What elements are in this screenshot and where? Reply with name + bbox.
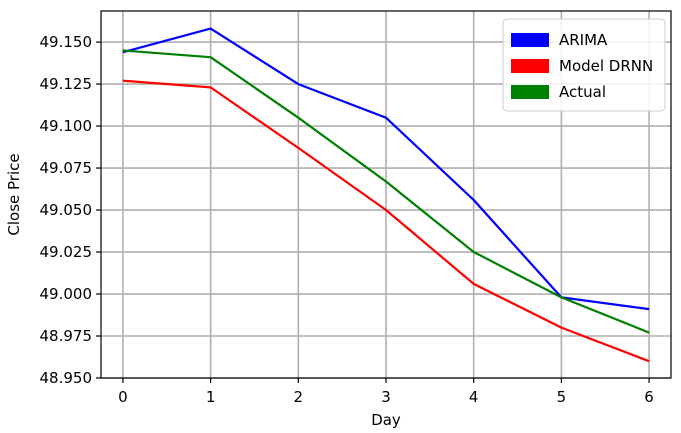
y-tick-label: 49.150 (40, 33, 93, 51)
legend-label-actual: Actual (559, 83, 606, 101)
series-line-model-drnn (122, 79, 650, 363)
x-tick-label: 4 (469, 388, 479, 406)
y-axis-ticks: 48.950 48.975 49.000 49.025 49.050 49.075 49.1… (40, 33, 101, 387)
legend: ARIMA Model DRNN Actual (502, 18, 666, 112)
y-tick-label: 49.125 (40, 75, 93, 93)
series-line-actual (122, 49, 650, 334)
legend-swatch-actual (511, 85, 549, 99)
legend-label-arima: ARIMA (559, 31, 608, 49)
x-tick-label: 1 (206, 388, 216, 406)
legend-swatch-arima (511, 33, 549, 47)
y-tick-label: 49.100 (40, 117, 93, 135)
x-tick-label: 6 (644, 388, 654, 406)
y-tick-label: 49.075 (40, 159, 93, 177)
x-axis-title: Day (371, 411, 401, 429)
x-tick-label: 0 (118, 388, 128, 406)
y-axis-title: Close Price (5, 153, 23, 235)
x-axis-ticks: 0 1 2 3 4 5 6 (118, 378, 654, 406)
y-tick-label: 49.000 (40, 285, 93, 303)
legend-swatch-model-drnn (511, 59, 549, 73)
x-tick-label: 5 (557, 388, 567, 406)
y-tick-label: 48.950 (40, 369, 93, 387)
x-tick-label: 3 (381, 388, 391, 406)
legend-label-model-drnn: Model DRNN (559, 57, 653, 75)
y-tick-label: 48.975 (40, 327, 93, 345)
y-tick-label: 49.050 (40, 201, 93, 219)
x-tick-label: 2 (294, 388, 304, 406)
y-tick-label: 49.025 (40, 243, 93, 261)
series-lines (122, 27, 650, 363)
